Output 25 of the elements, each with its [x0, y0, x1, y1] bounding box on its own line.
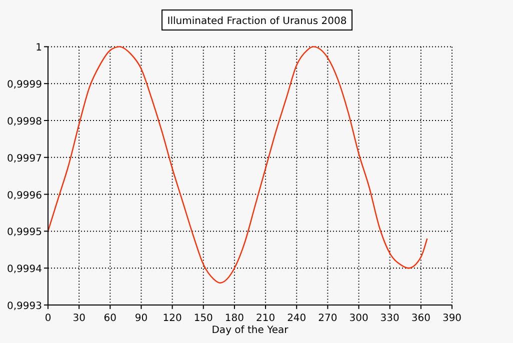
x-tick-label: 270: [318, 313, 338, 324]
y-tick-label: 0,9999: [7, 80, 42, 91]
y-tick-label: 0,9998: [7, 116, 42, 128]
x-tick-label: 60: [104, 313, 117, 324]
y-tick-label: 0,9994: [7, 264, 42, 276]
y-tick-label: 1: [36, 42, 42, 54]
chart-title: Illuminated Fraction of Uranus 2008: [167, 16, 347, 27]
x-tick-label: 180: [224, 313, 244, 324]
y-tick-label: 0,9997: [7, 153, 42, 164]
x-axis-title: Day of the Year: [212, 325, 290, 336]
x-tick-label: 210: [256, 313, 276, 324]
y-tick-label: 0,9993: [7, 301, 42, 312]
x-tick-label: 300: [349, 313, 368, 324]
y-tick-label: 0,9996: [7, 190, 42, 202]
x-tick-label: 90: [134, 313, 148, 324]
x-tick-label: 330: [380, 313, 400, 324]
x-tick-label: 0: [44, 313, 52, 324]
x-tick-label: 360: [411, 313, 430, 324]
x-tick-label: 120: [162, 313, 182, 324]
x-tick-label: 390: [442, 313, 462, 324]
y-tick-label: 0,9995: [7, 227, 42, 238]
x-tick-label: 30: [72, 313, 86, 324]
line-series: [47, 46, 428, 284]
x-tick-label: 150: [194, 313, 213, 324]
x-tick-label: 240: [287, 313, 306, 324]
